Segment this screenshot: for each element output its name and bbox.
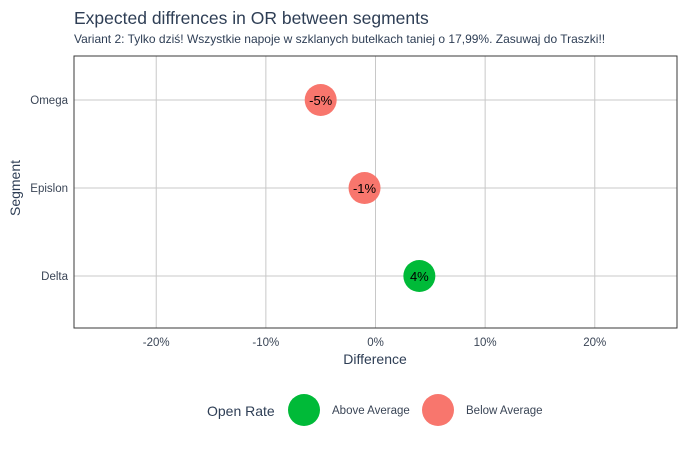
data-label: -1% [353,181,377,196]
y-tick-label: Delta [41,271,68,283]
x-tick-label: -20% [143,337,170,349]
data-label: 4% [410,269,429,284]
data-point [403,260,436,292]
x-axis-label: Difference [343,351,407,367]
plot-frame [73,55,678,329]
y-tick-label: Epislon [30,183,68,195]
x-tick-label: 20% [583,337,606,349]
data-point [304,84,337,116]
legend-label: Above Average [332,405,410,417]
y-axis-label: Segment [7,160,23,216]
chart-title: Expected diffrences in OR between segmen… [74,8,429,28]
y-tick-label: Omega [30,95,68,107]
data-point [348,172,381,204]
data-label: -5% [309,93,333,108]
x-tick-label: -10% [252,337,279,349]
x-tick-labels: -20% -10% 0% 10% 20% [143,337,606,349]
legend-key [288,394,320,426]
legend-title: Open Rate [207,403,275,419]
chart-subtitle: Variant 2: Tylko dziś! Wszystkie napoje … [74,32,605,46]
legend-label: Below Average [466,405,543,417]
legend-key [422,394,454,426]
legend: Open Rate Above Average Below Average [207,394,543,426]
points-layer: -5% -1% 4% [304,84,436,292]
x-tick-label: 10% [474,337,497,349]
y-tick-labels: Omega Epislon Delta [30,95,68,283]
x-tick-label: 0% [367,337,384,349]
